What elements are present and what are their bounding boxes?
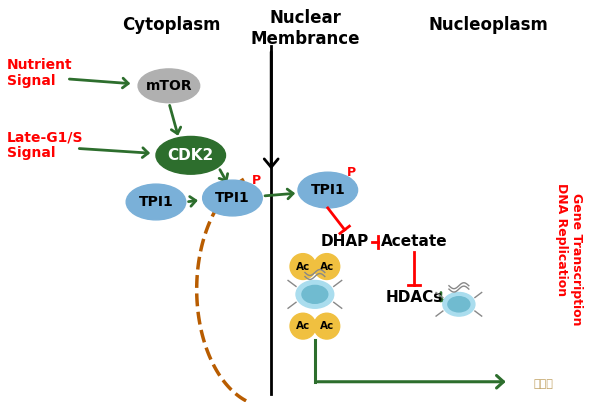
- Circle shape: [290, 253, 316, 279]
- Text: P: P: [347, 166, 356, 179]
- Text: DNA Replication: DNA Replication: [555, 183, 568, 296]
- Text: Nucleoplasm: Nucleoplasm: [429, 16, 549, 34]
- Text: 熊初末: 熊初末: [533, 379, 553, 389]
- Ellipse shape: [296, 280, 334, 308]
- Text: Ac: Ac: [296, 321, 310, 331]
- Circle shape: [314, 253, 340, 279]
- Text: TPI1: TPI1: [311, 183, 345, 197]
- Ellipse shape: [138, 69, 200, 103]
- Text: Ac: Ac: [320, 321, 334, 331]
- Text: P: P: [252, 174, 261, 187]
- Text: Acetate: Acetate: [381, 234, 447, 249]
- Text: DHAP: DHAP: [321, 234, 369, 249]
- Text: Nuclear
Membrance: Nuclear Membrance: [250, 9, 360, 48]
- Text: mTOR: mTOR: [146, 79, 192, 93]
- Ellipse shape: [203, 180, 262, 216]
- Circle shape: [290, 313, 316, 339]
- Circle shape: [314, 313, 340, 339]
- Text: Ac: Ac: [296, 262, 310, 272]
- Text: Late-G1/S
Signal: Late-G1/S Signal: [7, 130, 84, 160]
- Ellipse shape: [126, 184, 186, 220]
- Ellipse shape: [443, 293, 475, 316]
- Text: Ac: Ac: [320, 262, 334, 272]
- Ellipse shape: [298, 172, 358, 208]
- Text: CDK2: CDK2: [168, 148, 214, 163]
- Text: Gene Transcription: Gene Transcription: [570, 193, 583, 326]
- Text: TPI1: TPI1: [215, 191, 250, 205]
- Text: Nutrient
Signal: Nutrient Signal: [7, 58, 72, 88]
- Ellipse shape: [302, 285, 328, 303]
- Text: TPI1: TPI1: [138, 195, 173, 209]
- Ellipse shape: [448, 297, 470, 312]
- Text: Cytoplasm: Cytoplasm: [122, 16, 220, 34]
- Ellipse shape: [156, 137, 226, 174]
- Text: HDACs: HDACs: [386, 290, 443, 305]
